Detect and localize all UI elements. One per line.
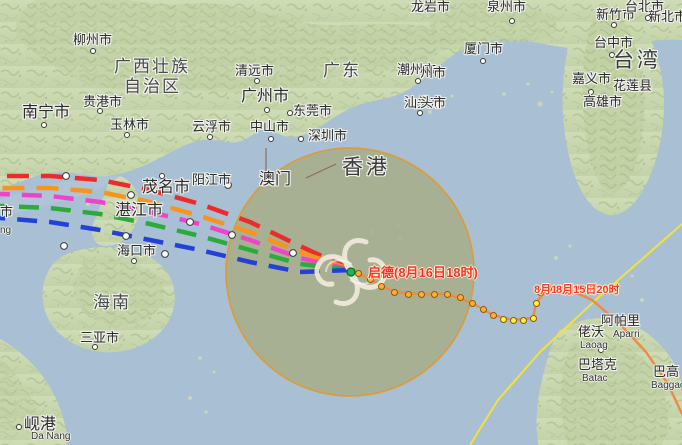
city-marker-xinzhu bbox=[611, 22, 617, 28]
track-point[interactable] bbox=[500, 316, 507, 323]
city-marker-danang bbox=[16, 424, 22, 430]
track-point[interactable] bbox=[469, 300, 476, 307]
track-point[interactable] bbox=[391, 289, 398, 296]
current-position-label: 启德(8月16日18时) bbox=[368, 265, 478, 280]
forecast-track-blue bbox=[0, 215, 353, 275]
city-marker-shantou bbox=[417, 110, 423, 116]
city-marker-maoming bbox=[159, 173, 165, 179]
city-marker-qingyuan bbox=[254, 78, 260, 84]
city-marker-xinbei bbox=[645, 15, 651, 21]
track-point[interactable] bbox=[490, 312, 497, 319]
track-point[interactable] bbox=[355, 270, 362, 277]
track-point[interactable] bbox=[520, 317, 527, 324]
forecast-track-red bbox=[0, 173, 353, 273]
city-marker-haikou bbox=[131, 258, 137, 264]
forecast-track-green bbox=[0, 203, 353, 273]
history-time-label-2: 8月15日20时 bbox=[556, 284, 620, 296]
track-point[interactable] bbox=[444, 291, 451, 298]
track-point[interactable] bbox=[418, 291, 425, 298]
city-marker-shenzhen bbox=[298, 136, 304, 142]
track-point[interactable] bbox=[545, 285, 552, 292]
track-point[interactable] bbox=[533, 300, 540, 307]
city-marker-guigang bbox=[97, 108, 103, 114]
city-marker-xiamen bbox=[480, 58, 486, 64]
city-marker-zhongshan bbox=[268, 136, 274, 142]
city-marker-nanning bbox=[41, 122, 47, 128]
track-point[interactable] bbox=[405, 291, 412, 298]
forecast-position-markers bbox=[60, 172, 297, 258]
track-point[interactable] bbox=[480, 306, 487, 313]
track-point[interactable] bbox=[378, 283, 385, 290]
forecast-track-orange bbox=[0, 185, 353, 273]
track-point[interactable] bbox=[457, 294, 464, 301]
track-point[interactable] bbox=[431, 291, 438, 298]
track-point[interactable] bbox=[367, 276, 374, 283]
city-marker-jiayi bbox=[588, 89, 594, 95]
forecast-track-magenta bbox=[0, 191, 353, 273]
city-marker-dongguan bbox=[287, 110, 293, 116]
track-point[interactable] bbox=[557, 285, 564, 292]
typhoon-eye-symbol bbox=[314, 238, 388, 306]
city-marker-guangzhou bbox=[264, 107, 270, 113]
city-marker-sanya bbox=[92, 344, 98, 350]
track-point[interactable] bbox=[537, 289, 544, 296]
city-marker-taizhong bbox=[609, 52, 615, 58]
boundary-line-yellow bbox=[469, 223, 682, 445]
history-time-label-1: 8月13日20时 bbox=[534, 284, 598, 296]
city-marker-laoag bbox=[598, 347, 604, 353]
city-marker-quanzhou bbox=[509, 18, 515, 24]
city-marker-yulin bbox=[124, 132, 130, 138]
track-point[interactable] bbox=[530, 315, 537, 322]
city-marker-yunfu bbox=[207, 134, 213, 140]
city-marker-liuzhou bbox=[90, 48, 96, 54]
track-point[interactable] bbox=[510, 317, 517, 324]
city-marker-chaozhou bbox=[415, 78, 421, 84]
